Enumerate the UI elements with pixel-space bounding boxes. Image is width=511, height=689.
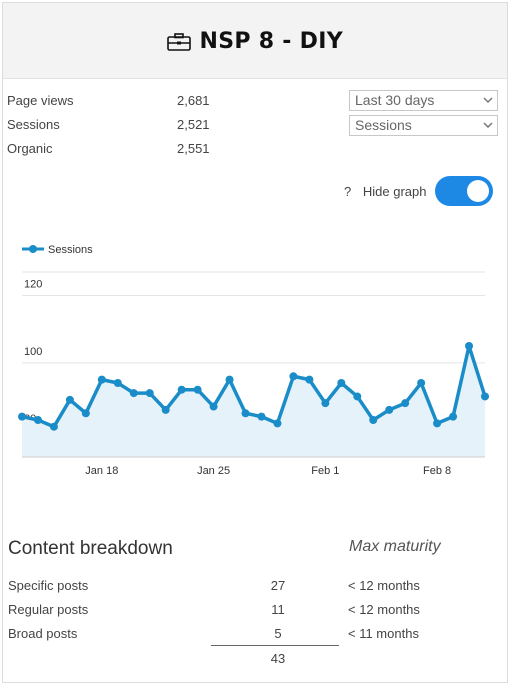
title-wrap: NSP 8 - DIY: [3, 29, 507, 54]
data-point: [161, 405, 170, 414]
data-point: [257, 412, 266, 421]
data-point: [18, 412, 26, 421]
metric-value: Sessions: [355, 117, 412, 133]
page-title: NSP 8 - DIY: [199, 29, 343, 54]
data-point: [337, 379, 346, 387]
max-maturity-heading: Max maturity: [349, 538, 441, 555]
data-point: [465, 342, 474, 350]
breakdown-label: Specific posts: [8, 578, 89, 593]
data-point: [433, 419, 442, 428]
series-line: [21, 344, 487, 429]
stat-value: 2,521: [177, 117, 210, 132]
help-icon[interactable]: ?: [344, 184, 352, 199]
chevron-down-icon: [483, 97, 493, 104]
x-tick-label: Feb 1: [311, 465, 339, 477]
breakdown-count: 5: [274, 626, 282, 641]
stats-list: Page views 2,681 Sessions 2,521 Organic …: [7, 93, 227, 165]
breakdown-label: Broad posts: [8, 626, 78, 641]
data-point: [129, 389, 138, 398]
data-point: [401, 399, 410, 408]
data-point: [369, 416, 378, 424]
stat-value: 2,551: [177, 141, 210, 156]
breakdown-count: 27: [270, 578, 286, 593]
total-divider: [211, 645, 339, 646]
hide-graph-label: Hide graph: [362, 184, 427, 199]
y-tick-label: 120: [24, 279, 42, 291]
data-point: [193, 385, 202, 394]
data-point: [417, 379, 426, 387]
widget-header: NSP 8 - DIY: [3, 3, 507, 79]
data-point: [225, 375, 234, 384]
breakdown-maturity: < 12 months: [348, 602, 420, 617]
data-point: [481, 392, 489, 401]
data-point: [321, 399, 330, 408]
breakdown-row: Specific posts 27 < 12 months: [8, 578, 498, 600]
data-point: [353, 392, 362, 401]
toggle-knob: [467, 180, 489, 202]
data-point: [209, 402, 218, 411]
hide-graph-row: ? Hide graph: [344, 184, 426, 199]
date-range-value: Last 30 days: [355, 92, 435, 108]
data-point: [65, 395, 74, 404]
stat-sessions: Sessions 2,521: [7, 117, 227, 141]
data-point: [305, 375, 314, 384]
data-point: [289, 372, 298, 381]
briefcase-icon: [167, 32, 191, 51]
stat-label: Sessions: [7, 117, 60, 132]
x-tick-label: Jan 18: [85, 465, 118, 477]
legend-label: Sessions: [48, 244, 93, 256]
data-point: [49, 422, 58, 431]
legend-swatch-dot: [29, 245, 37, 253]
breakdown-total: 43: [270, 651, 286, 666]
content-breakdown-title: Content breakdown: [8, 538, 173, 559]
data-point: [113, 379, 122, 387]
breakdown-label: Regular posts: [8, 602, 89, 617]
date-range-select[interactable]: Last 30 days: [349, 90, 498, 111]
data-point: [385, 405, 394, 414]
x-tick-label: Jan 25: [197, 465, 230, 477]
data-point: [241, 409, 250, 418]
data-point: [273, 419, 282, 428]
breakdown-maturity: < 11 months: [348, 626, 419, 641]
x-tick-label: Feb 8: [423, 465, 451, 477]
data-point: [449, 412, 458, 421]
data-point: [145, 389, 154, 398]
data-point: [177, 385, 186, 394]
series-area: [22, 346, 485, 457]
hide-graph-toggle[interactable]: [435, 176, 493, 206]
chevron-down-icon: [483, 122, 493, 129]
stat-value: 2,681: [177, 93, 210, 108]
stat-page-views: Page views 2,681: [7, 93, 227, 117]
stat-label: Page views: [7, 93, 74, 108]
data-point: [97, 375, 106, 384]
stat-organic: Organic 2,551: [7, 141, 227, 165]
data-point: [33, 416, 42, 424]
metric-select[interactable]: Sessions: [349, 115, 498, 136]
data-point: [81, 409, 90, 418]
y-tick-label: 100: [24, 346, 42, 358]
breakdown-row: Regular posts 11 < 12 months: [8, 602, 498, 624]
breakdown-count: 11: [271, 602, 285, 617]
breakdown-row: Broad posts 5 < 11 months: [8, 626, 498, 648]
breakdown-maturity: < 12 months: [348, 578, 420, 593]
stat-label: Organic: [7, 141, 53, 156]
